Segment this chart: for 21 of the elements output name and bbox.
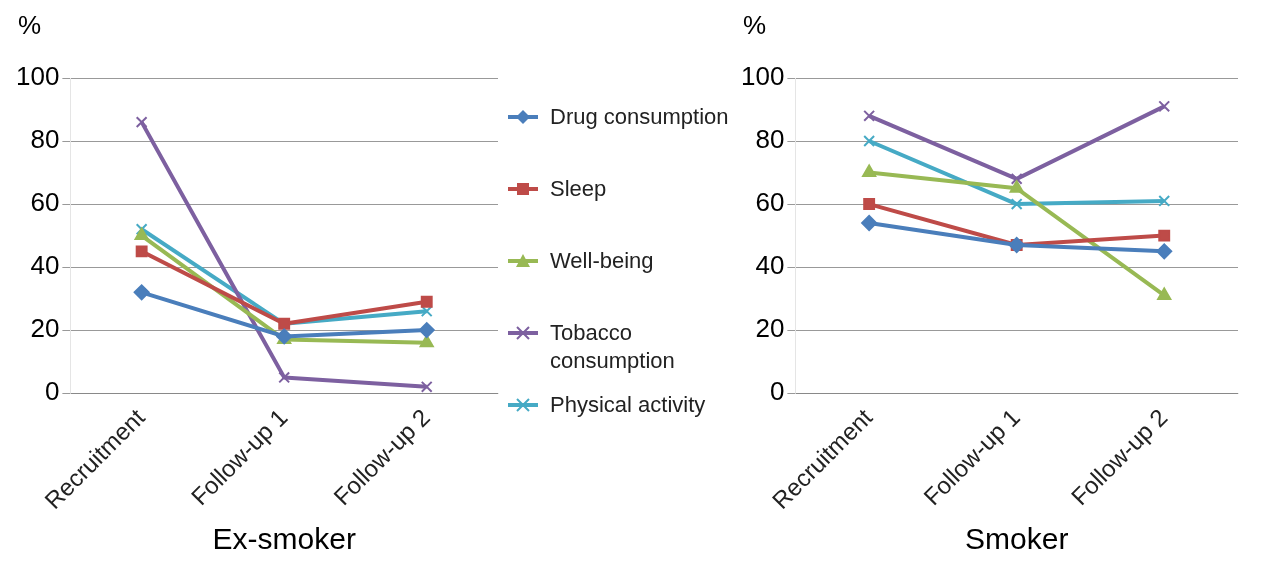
legend-label: Tobacco consumption [550,319,676,375]
y-tick-label: 60 [30,187,60,218]
y-tick-label: 20 [30,313,60,344]
legend-label: Physical activity [550,391,706,419]
y-tick-label: 40 [30,250,60,281]
y-tick-label: 0 [44,376,60,407]
y-tick-label: 100 [15,61,60,92]
y-tick-label: 80 [755,124,785,155]
legend-label: Sleep [550,175,607,203]
y-tick-label: 40 [755,250,785,281]
x-axis-title: Ex-smoker [212,522,356,556]
legend-label: Drug consumption [550,103,729,131]
y-axis-title: % [743,10,767,41]
y-tick-label: 0 [769,376,785,407]
y-axis-title: % [18,10,42,41]
legend-label: Well-being [550,247,654,275]
y-tick-label: 60 [755,187,785,218]
y-tick-label: 20 [755,313,785,344]
x-axis-title: Smoker [965,522,1069,556]
y-tick-label: 100 [740,61,785,92]
y-tick-label: 80 [30,124,60,155]
